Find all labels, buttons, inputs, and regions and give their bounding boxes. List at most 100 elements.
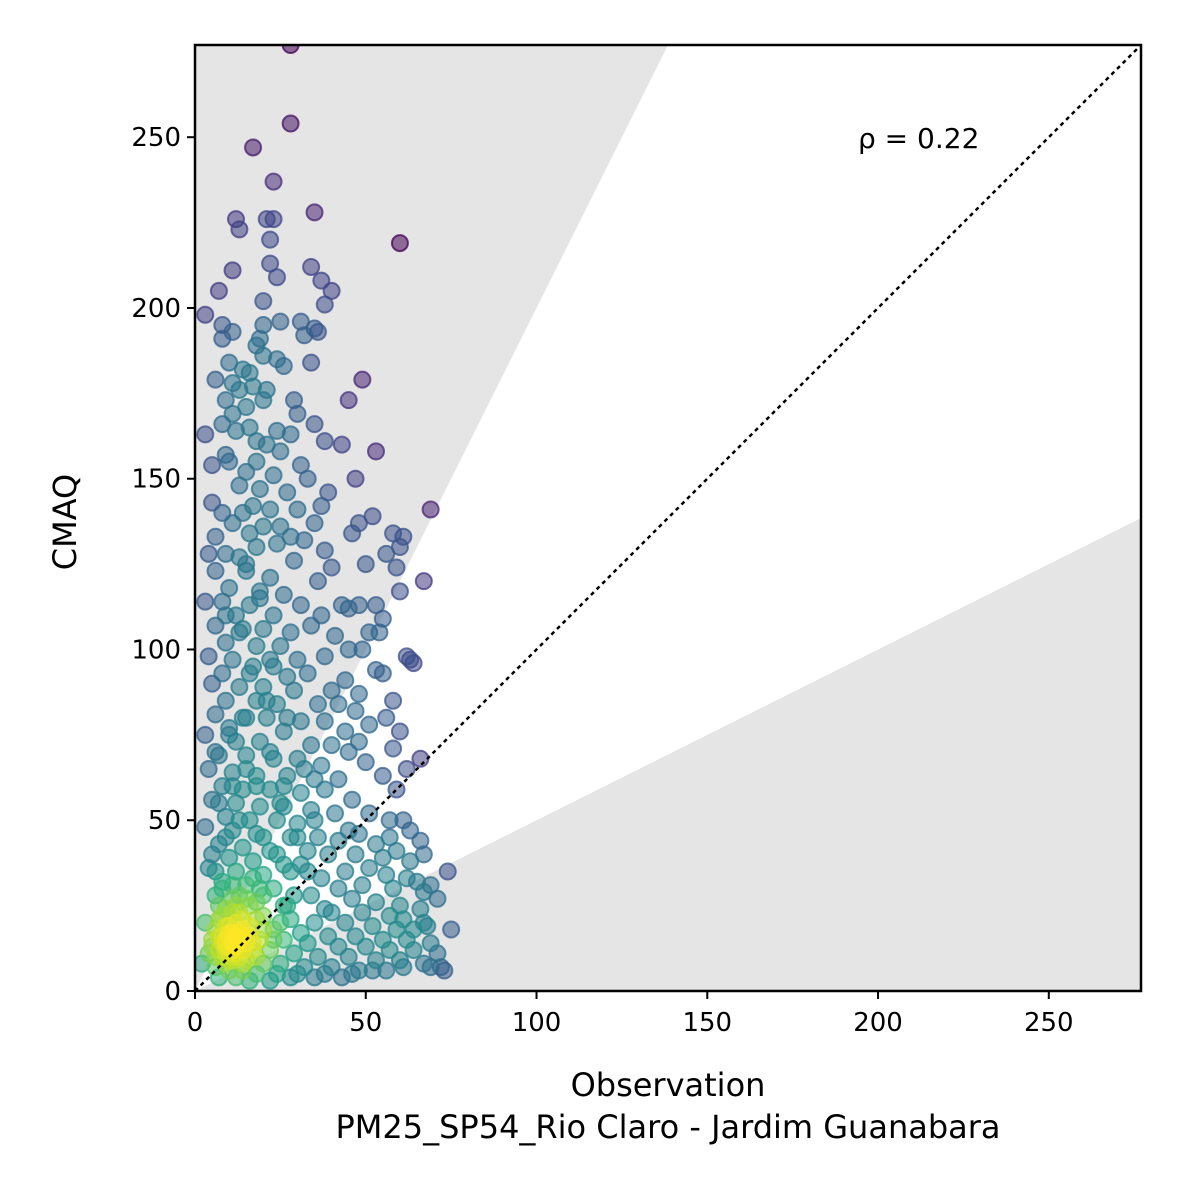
data-point [206, 705, 225, 724]
data-point [271, 794, 290, 813]
data-point [305, 514, 324, 533]
data-point [326, 804, 345, 823]
data-point [237, 708, 256, 727]
data-point [206, 370, 225, 389]
data-point [384, 739, 403, 758]
data-point [261, 230, 280, 249]
data-point [373, 848, 392, 867]
data-point [257, 708, 276, 727]
data-point [343, 524, 362, 543]
data-point [274, 585, 293, 604]
data-point [237, 561, 256, 580]
data-point [278, 667, 297, 686]
data-point [380, 811, 399, 830]
data-point [397, 869, 416, 888]
data-point [414, 572, 433, 591]
data-point [367, 951, 386, 970]
data-point [315, 295, 334, 314]
data-point [206, 527, 225, 546]
data-point [233, 838, 252, 857]
data-point [401, 852, 420, 871]
data-point [271, 637, 290, 656]
data-point [230, 678, 249, 697]
data-point [339, 391, 358, 410]
data-point [421, 934, 440, 953]
data-point [264, 466, 283, 485]
data-point [336, 913, 355, 932]
data-point [250, 479, 269, 498]
data-point [264, 606, 283, 625]
data-point [254, 292, 273, 311]
data-point [353, 876, 372, 895]
data-point [209, 746, 228, 765]
x-tick-label: 150 [682, 1008, 732, 1038]
data-point [250, 797, 269, 816]
data-point [360, 859, 379, 878]
data-point [196, 425, 215, 444]
data-point [308, 947, 327, 966]
data-point [264, 657, 283, 676]
data-point [274, 855, 293, 874]
data-point [226, 732, 245, 751]
x-axis-label: Observation [571, 1066, 766, 1104]
data-point [216, 691, 235, 710]
data-point [264, 172, 283, 191]
data-point [196, 592, 215, 611]
data-point [291, 783, 310, 802]
data-point [261, 568, 280, 587]
data-point [233, 619, 252, 638]
data-point [240, 418, 259, 437]
data-point [247, 691, 266, 710]
data-point [281, 623, 300, 642]
data-point [264, 749, 283, 768]
data-point [390, 234, 409, 253]
data-point [247, 452, 266, 471]
y-tick-label: 150 [131, 465, 181, 495]
data-point [319, 927, 338, 946]
data-point [356, 937, 375, 956]
data-point [308, 695, 327, 714]
data-point [244, 657, 263, 676]
data-point [223, 650, 242, 669]
data-point [230, 220, 249, 239]
data-point [356, 555, 375, 574]
data-point [196, 725, 215, 744]
x-tick-label: 200 [853, 1008, 903, 1038]
data-point [274, 896, 293, 915]
data-point [291, 923, 310, 942]
x-axis: 0 50 100 150 200 250 [187, 991, 1074, 1038]
data-point [373, 766, 392, 785]
data-point [315, 541, 334, 560]
data-point [373, 930, 392, 949]
data-point [349, 684, 368, 703]
data-point [267, 811, 286, 830]
data-point [326, 626, 345, 645]
x-tick-label: 250 [1024, 1008, 1074, 1038]
data-point [411, 749, 430, 768]
data-point [401, 821, 420, 840]
data-point [267, 534, 286, 553]
data-point [377, 708, 396, 727]
data-point [367, 596, 386, 615]
data-point [322, 558, 341, 577]
data-point [329, 770, 348, 789]
data-point [302, 353, 321, 372]
data-point [199, 647, 218, 666]
data-point [346, 845, 365, 864]
y-tick-label: 100 [131, 635, 181, 665]
y-tick-label: 50 [148, 806, 181, 836]
data-point [254, 517, 273, 536]
data-point [281, 114, 300, 133]
data-point [329, 695, 348, 714]
data-point [199, 544, 218, 563]
data-point [288, 404, 307, 423]
data-point [223, 322, 242, 341]
data-point [302, 800, 321, 819]
data-point [288, 500, 307, 519]
data-point [209, 281, 228, 300]
data-point [360, 715, 379, 734]
data-point [281, 45, 300, 54]
data-point [261, 841, 280, 860]
data-point [291, 312, 310, 331]
